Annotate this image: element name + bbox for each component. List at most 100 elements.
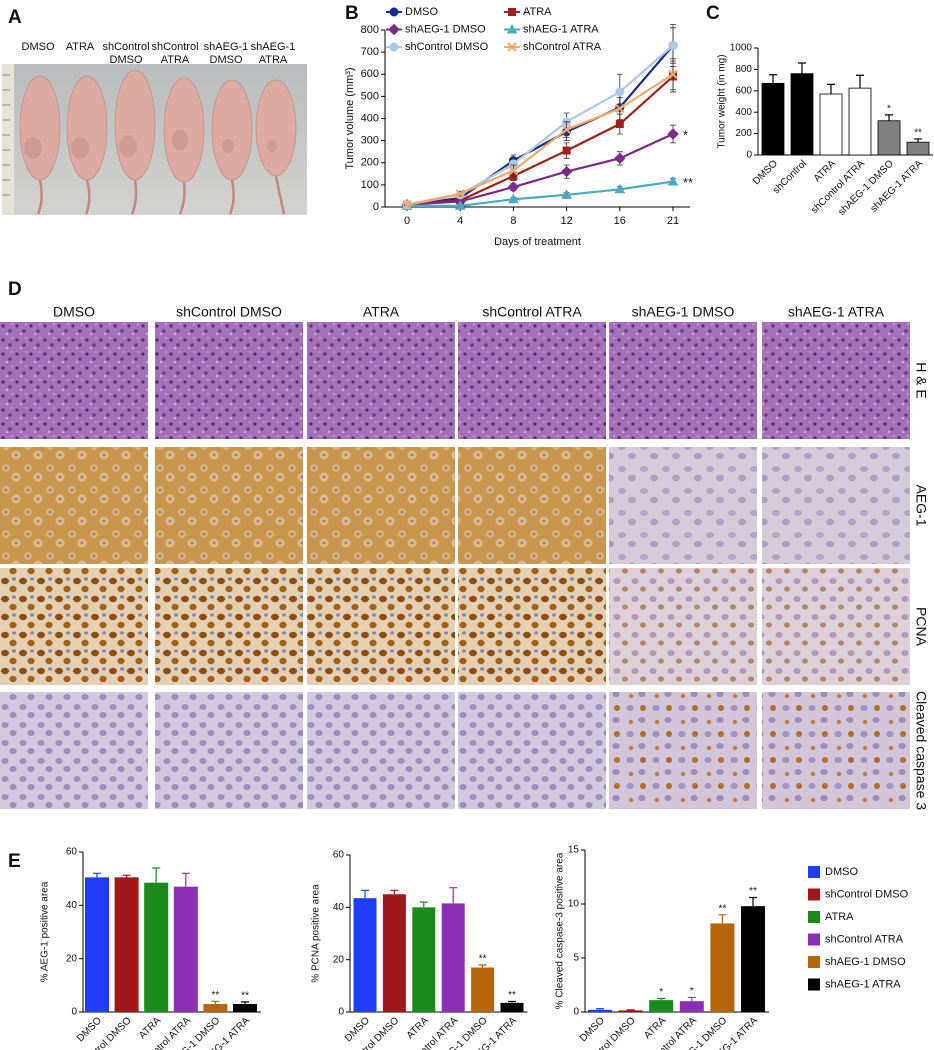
significance: ** <box>508 990 516 1001</box>
bar <box>790 73 814 156</box>
histology-image <box>458 568 606 685</box>
histology-image <box>762 447 910 564</box>
legend-label: shControl ATRA <box>825 933 904 945</box>
bar <box>471 967 495 1012</box>
bar <box>85 877 109 1012</box>
mouse-photo <box>2 64 307 215</box>
histology-image <box>155 322 303 439</box>
photo-label: shAEG-1 <box>204 41 249 53</box>
significance: ** <box>749 886 757 897</box>
histology-image <box>762 322 910 439</box>
y-axis-label: % Cleaved caspase-3 positive area <box>555 852 566 1009</box>
histology-image <box>609 568 757 685</box>
y-axis-label: % PCNA positive area <box>311 884 322 983</box>
histology-image <box>0 692 148 809</box>
x-axis-label: Days of treatment <box>494 236 581 248</box>
marker <box>668 69 678 79</box>
error-bar <box>827 83 835 95</box>
y-tick-label: 400 <box>735 107 752 118</box>
marker <box>667 176 679 186</box>
histology-image <box>0 568 148 685</box>
panel-letter: C <box>706 3 720 24</box>
bar <box>877 120 901 156</box>
x-tick-label: 4 <box>457 215 463 227</box>
legend-label: shControl DMSO <box>405 41 489 53</box>
histology-image <box>307 692 455 809</box>
marker <box>667 128 679 140</box>
y-tick-label: 200 <box>361 157 379 169</box>
y-tick-label: 0 <box>573 1007 579 1018</box>
x-tick-label: 12 <box>560 215 572 227</box>
marker <box>507 181 520 193</box>
y-tick-label: 0 <box>746 150 752 161</box>
panel-letter: B <box>345 3 359 24</box>
error-bar <box>419 901 428 908</box>
photo-label: shControl <box>151 41 198 53</box>
y-tick-label: 200 <box>735 128 752 139</box>
y-tick-label: 800 <box>361 24 379 36</box>
y-tick-label: 0 <box>373 201 379 213</box>
legend-swatch <box>808 911 820 923</box>
y-axis-label: % AEG-1 positive area <box>40 881 51 982</box>
y-tick-label: 300 <box>361 135 379 147</box>
legend-marker <box>389 7 399 17</box>
histology-image <box>155 447 303 564</box>
error-bar <box>856 74 864 89</box>
legend-label: shAEG-1 DMSO <box>405 23 486 35</box>
significance: * <box>659 987 663 998</box>
legend-swatch <box>808 933 820 946</box>
error-bar <box>596 1008 604 1010</box>
panel-letter: D <box>8 279 22 300</box>
y-tick-label: 600 <box>361 68 379 80</box>
histology-image <box>609 447 757 564</box>
photo-label: DMSO <box>210 54 243 66</box>
bar <box>233 1004 257 1012</box>
marker <box>614 152 626 165</box>
error-bar <box>749 896 757 907</box>
marker <box>562 146 571 155</box>
panel-letter: A <box>8 7 22 28</box>
legend-swatch <box>808 888 820 901</box>
photo-label: ATRA <box>66 41 95 53</box>
marker <box>455 189 465 199</box>
legend-label: shControl ATRA <box>523 41 602 53</box>
y-tick-label: 5 <box>573 953 579 964</box>
bar <box>848 87 872 156</box>
x-tick-label: 16 <box>614 215 626 227</box>
significance: ** <box>719 903 727 914</box>
bar <box>741 906 765 1012</box>
legend-label: shAEG-1 ATRA <box>825 978 901 990</box>
legend-swatch <box>808 866 820 878</box>
marker <box>560 165 573 178</box>
bar <box>114 877 139 1012</box>
x-tick-label: 8 <box>510 215 516 227</box>
significance: * <box>887 104 891 115</box>
histology-image <box>155 568 303 685</box>
error-bar <box>914 138 922 143</box>
error-bar <box>769 74 777 84</box>
y-tick-label: 60 <box>333 850 345 861</box>
bar <box>710 923 735 1012</box>
series-line <box>407 180 674 207</box>
y-tick-label: 600 <box>735 85 752 96</box>
legend-label: DMSO <box>825 866 858 878</box>
histology-image <box>155 692 303 809</box>
bar <box>588 1009 612 1012</box>
y-tick-label: 500 <box>361 90 379 102</box>
bar <box>353 898 377 1012</box>
significance: ** <box>479 954 487 965</box>
y-tick-label: 0 <box>71 1007 77 1018</box>
error-bar <box>390 889 399 895</box>
marker <box>561 124 572 135</box>
y-axis-label: Tumor weight (in mg) <box>717 54 728 148</box>
y-axis-label: Tumor volume (mm³) <box>344 67 356 169</box>
series-line <box>406 73 674 206</box>
significance: ** <box>914 128 922 139</box>
legend-label: shControl DMSO <box>825 888 909 900</box>
series-line <box>406 44 674 206</box>
error-bar <box>657 997 666 1001</box>
error-bar <box>626 1009 635 1011</box>
legend-marker <box>507 42 517 52</box>
y-tick-label: 800 <box>735 64 752 75</box>
